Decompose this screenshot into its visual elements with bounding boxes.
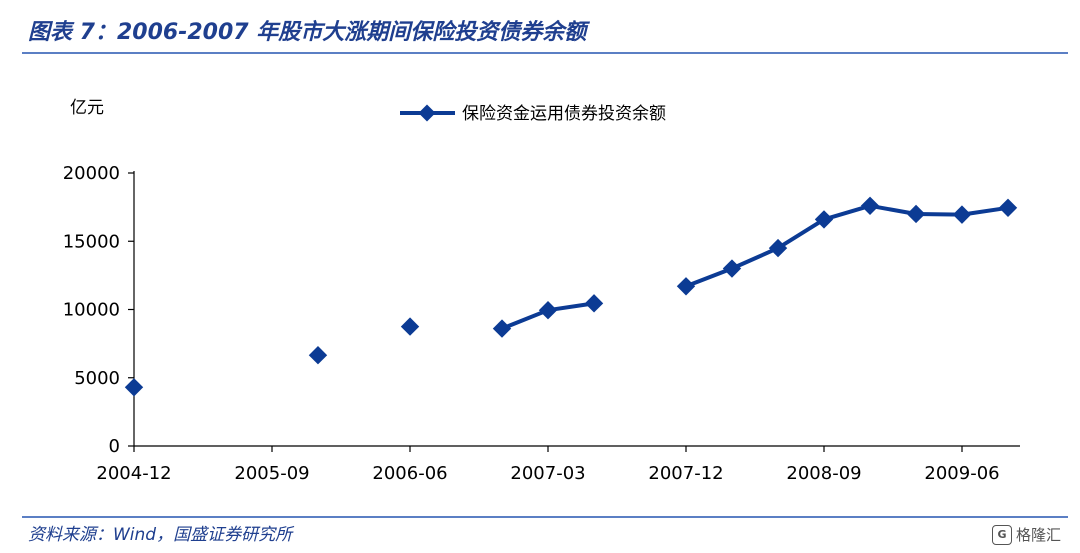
data-point-marker [768,238,788,258]
x-tick-label: 2007-12 [648,463,723,484]
x-tick-label: 2005-09 [234,463,309,484]
data-point-marker [998,198,1018,217]
watermark-text: 格隆汇 [1016,526,1062,544]
data-point-marker [676,277,696,296]
footer-divider [22,516,1068,518]
y-tick-label: 20000 [63,163,120,184]
x-tick-label: 2008-09 [786,463,861,484]
legend: 保险资金运用债券投资余额 [400,104,666,124]
source-note: 资料来源：Wind，国盛证券研究所 [28,525,293,545]
data-point-marker [952,205,972,224]
data-point-marker [124,378,144,397]
x-tick-label: 2009-06 [924,463,999,484]
y-tick-label: 10000 [63,300,120,321]
title-divider [22,52,1068,54]
axes: 0 5000 10000 15000 20000 2004-12 2005-09 2006-0… [63,163,1020,484]
legend-label: 保险资金运用债券投资余额 [462,104,666,124]
data-point-marker [906,204,926,224]
legend-marker [418,104,436,122]
watermark-logo: G [992,524,1012,545]
watermark: G 格隆汇 [992,524,1061,545]
x-tick-label: 2007-03 [510,463,585,484]
x-tick-label: 2004-12 [96,463,171,484]
data-point-marker [584,294,604,313]
data-point-marker [814,210,834,229]
y-tick-label: 15000 [63,231,120,252]
data-point-marker [722,259,742,278]
y-tick-label: 5000 [74,368,120,389]
x-tick-label: 2006-06 [372,463,447,484]
data-point-marker [538,300,558,320]
figure-title: 图表 7：2006-2007 年股市大涨期间保险投资债券余额 [28,20,587,45]
data-point-marker [308,346,328,365]
data-point-marker [492,319,512,338]
line-chart: 亿元 保险资金运用债券投资余额 0 5000 10000 15000 20000 2004… [63,98,1020,484]
series-line [124,196,1018,397]
data-point-marker [860,196,880,215]
y-tick-label: 0 [109,436,120,457]
data-point-marker [400,317,420,336]
y-unit-label: 亿元 [70,98,104,118]
